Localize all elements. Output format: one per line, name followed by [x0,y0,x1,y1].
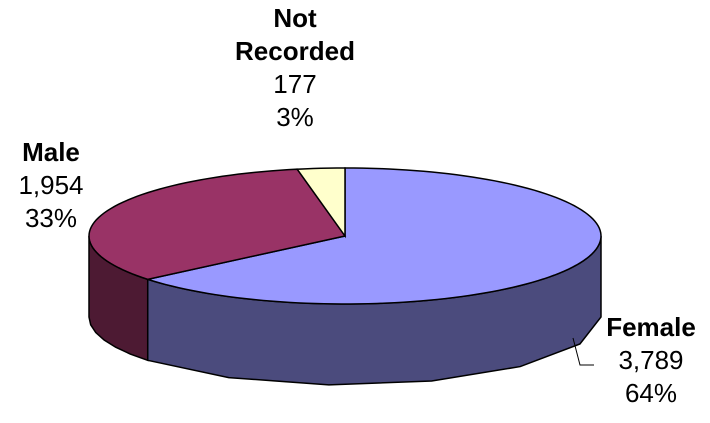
leader-line-female [572,337,594,366]
pie-slice-female [144,167,602,305]
slice-label-male: Male 1,954 33% [4,136,98,235]
pie-slice-male [88,168,347,281]
slice-name-female: Female [606,312,696,342]
pie-slice-not-recorded [295,167,346,239]
slice-value-male: 1,954 [18,170,84,200]
slice-name-not-recorded-line2: Recorded [235,36,355,66]
slice-value-female: 3,789 [618,345,684,375]
slice-percent-not-recorded: 3% [276,102,314,132]
slice-name-not-recorded-line1: Not [273,3,317,33]
slice-label-not-recorded: Not Recorded 177 3% [205,2,385,134]
slice-value-not-recorded: 177 [273,69,317,99]
slice-label-female: Female 3,789 64% [594,311,708,410]
slice-name-male: Male [22,137,80,167]
slice-percent-female: 64% [624,378,678,408]
slice-percent-male: 33% [24,203,78,233]
